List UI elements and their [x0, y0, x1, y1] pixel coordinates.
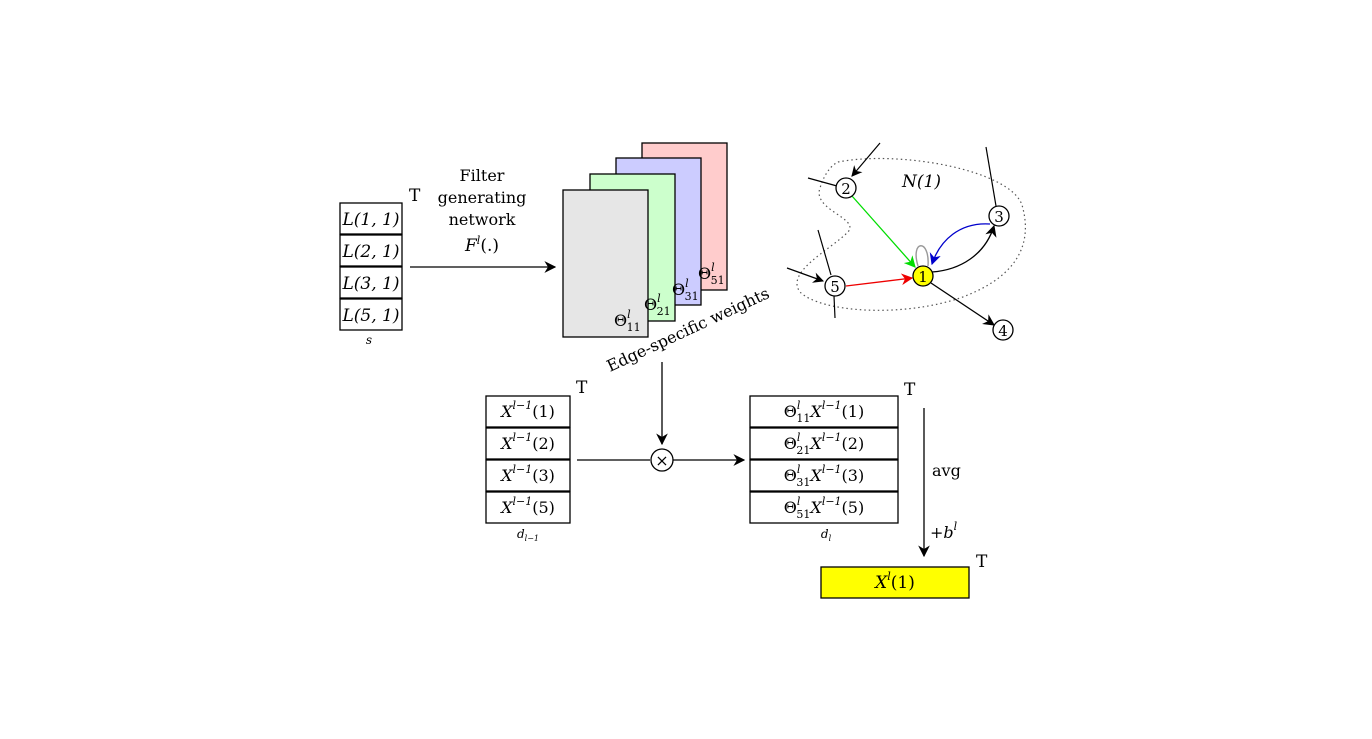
edge-in-5a — [786, 267, 825, 283]
edge-label-2: L(2, 1) — [342, 242, 400, 262]
edge-5-to-1 — [845, 273, 914, 287]
edge-2-to-1 — [851, 195, 916, 268]
node-3-label: 3 — [994, 208, 1004, 226]
input-feature-vector: Xl−1(1) Xl−1(2) Xl−1(3) Xl−1(5) T dl−1 — [485, 378, 588, 543]
edge-label-4: L(5, 1) — [342, 306, 400, 326]
multiply-node: × — [577, 448, 746, 472]
edge-label-cell-3 — [339, 266, 403, 299]
edge-in-2a — [851, 142, 881, 177]
edge-label-cell-1 — [339, 202, 403, 235]
node-2 — [835, 177, 857, 199]
input-cell-1 — [485, 395, 571, 428]
edge-label-cell-4 — [339, 298, 403, 331]
multiply-symbol: × — [655, 451, 668, 470]
node-4-label: 4 — [998, 322, 1008, 340]
node-1-label: 1 — [918, 268, 928, 286]
node-5 — [824, 275, 846, 297]
node-1 — [912, 265, 934, 287]
edge-label-cell-2 — [339, 234, 403, 267]
edge-in-2b — [807, 177, 838, 187]
neighborhood-label: N(1) — [901, 172, 941, 192]
weighted-feature-vector: Θl 11Xl−1(1) Θl 21Xl−1(2) Θl 31Xl−1(3) Θl 51… — [749, 380, 916, 543]
input-feature-1: Xl−1(1) — [499, 399, 555, 421]
aggregation-op: avg — [932, 461, 961, 480]
input-feature-2: Xl−1(2) — [499, 431, 555, 453]
filter-network-line3: network — [449, 210, 516, 229]
node-4 — [992, 319, 1014, 341]
weighted-cell-1 — [749, 395, 899, 428]
edge-in-3 — [985, 146, 997, 207]
weighted-dim-label: dl — [821, 527, 832, 543]
edge-label-1: L(1, 1) — [342, 210, 400, 230]
aggregation: avg +bl — [918, 408, 961, 558]
self-loop-1 — [915, 245, 929, 267]
weighted-cell-3 — [749, 459, 899, 492]
input-cell-4 — [485, 491, 571, 524]
edge-1-to-3 — [931, 224, 997, 273]
edge-3-to-1 — [929, 223, 991, 266]
output-cell — [820, 566, 970, 599]
output-label: Xl(1) — [873, 570, 915, 593]
transpose-mark-4: T — [976, 552, 988, 572]
edge-1-to-4 — [930, 282, 995, 326]
input-cell-2 — [485, 427, 571, 460]
input-dim-label: dl−1 — [517, 527, 539, 543]
node-5-label: 5 — [830, 278, 840, 296]
edge-label-3: L(3, 1) — [342, 274, 400, 294]
weighted-cell-4 — [749, 491, 899, 524]
filter-network-line1: Filter — [460, 166, 505, 185]
aggregation-bias: +bl — [930, 520, 958, 542]
theta-11-label: Θl 11 — [614, 308, 641, 334]
edge-label-vector: L(1, 1) L(2, 1) L(3, 1) L(5, 1) T s — [339, 186, 421, 347]
input-feature-4: Xl−1(5) — [499, 495, 555, 517]
weight-sheet-11 — [562, 189, 649, 338]
neighborhood-boundary — [796, 157, 1026, 311]
graph: N(1) 1 2 3 4 5 — [786, 142, 1026, 341]
filter-network-function: Fl(.) — [464, 234, 499, 256]
filter-network-line2: generating — [438, 188, 527, 207]
input-feature-3: Xl−1(3) — [499, 463, 555, 485]
transpose-mark-2: T — [576, 378, 588, 398]
output-vector: Xl(1) T — [820, 552, 988, 599]
theta-31-label: Θl 31 — [672, 277, 699, 303]
weight-stack: Θl 51 Θl 31 Θl 21 Θl 11 Edge-specific weight… — [562, 142, 772, 446]
node-2-label: 2 — [841, 180, 851, 198]
input-cell-3 — [485, 459, 571, 492]
transpose-mark-3: T — [904, 380, 916, 400]
filter-network: Filter generating network Fl(.) — [410, 166, 557, 273]
edge-label-dim: s — [366, 333, 372, 347]
edge-in-5b — [817, 229, 832, 276]
transpose-mark-1: T — [409, 186, 421, 206]
edge-in-5c — [833, 295, 836, 319]
node-3 — [988, 205, 1010, 227]
weighted-cell-2 — [749, 427, 899, 460]
